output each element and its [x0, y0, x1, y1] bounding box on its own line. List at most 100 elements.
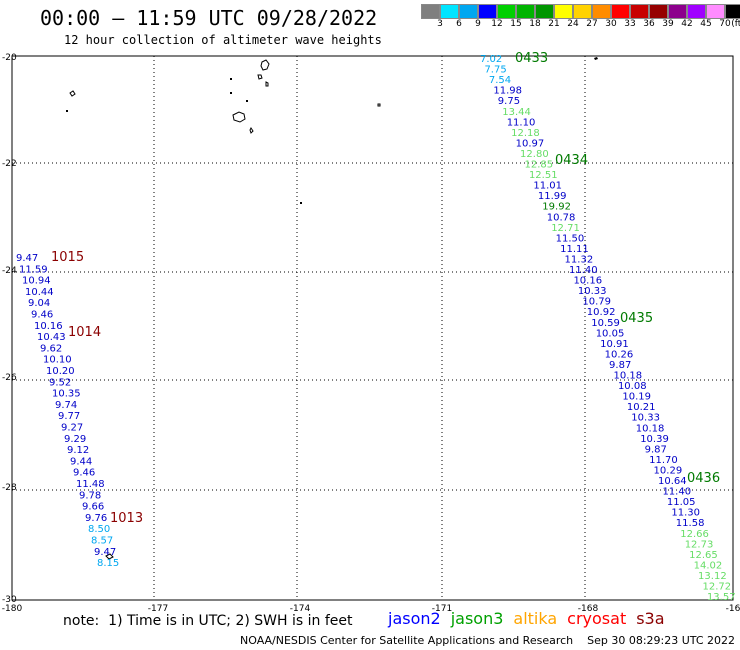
- track-value: 9.52: [49, 377, 71, 388]
- track-value: 7.54: [489, 75, 511, 86]
- track-value: 12.66: [680, 529, 709, 540]
- latitude-label: -22: [2, 159, 17, 169]
- legend-label: 21: [548, 19, 560, 29]
- track-value: 13.44: [502, 107, 531, 118]
- island-shape: [594, 57, 598, 60]
- legend-swatch: [592, 4, 611, 19]
- track-time-label: 0436: [687, 471, 720, 486]
- longitude-label: -168: [578, 604, 599, 614]
- satellite-name: s3a: [636, 609, 665, 628]
- track-value: 10.21: [627, 402, 656, 413]
- track-value: 10.97: [516, 138, 545, 149]
- track-west: 9.4711.5910.9410.449.049.4610.1610.439.6…: [16, 250, 143, 569]
- track-value: 10.35: [52, 389, 81, 400]
- legend-swatch: [478, 4, 497, 19]
- track-value: 9.76: [85, 513, 107, 524]
- legend-swatch: [421, 4, 440, 19]
- latitude-label: -24: [2, 266, 17, 276]
- track-value: 19.92: [542, 202, 571, 213]
- track-value: 11.50: [556, 233, 585, 244]
- longitude-label: -177: [148, 604, 168, 614]
- track-value: 11.40: [569, 265, 598, 276]
- track-value: 10.08: [618, 381, 647, 392]
- track-value: 11.11: [560, 244, 589, 255]
- track-value: 10.16: [573, 276, 602, 287]
- map-title: 00:00 – 11:59 UTC 09/28/2022: [40, 6, 378, 30]
- track-value: 13.12: [698, 571, 727, 582]
- track-value: 10.43: [37, 332, 66, 343]
- island-shape: [260, 59, 270, 71]
- track-value: 11.98: [493, 86, 522, 97]
- island-shape: [377, 103, 381, 107]
- track-value: 9.74: [55, 400, 77, 411]
- legend-swatch: [611, 4, 630, 19]
- track-time-label: 1013: [110, 511, 143, 526]
- legend-swatch: [554, 4, 573, 19]
- track-value: 10.78: [547, 212, 576, 223]
- legend-swatch: [706, 4, 725, 19]
- satellite-name: altika: [513, 609, 558, 628]
- legend-label: 18: [529, 19, 541, 29]
- legend-label: (ft): [731, 19, 740, 29]
- track-value: 10.59: [591, 318, 620, 329]
- track-value: 7.02: [480, 54, 502, 65]
- track-value: 7.75: [484, 65, 506, 76]
- track-value: 10.33: [578, 286, 607, 297]
- satellite-name: jason3: [450, 609, 504, 628]
- track-east: 7.027.757.5411.989.7513.4411.1012.1810.9…: [480, 51, 736, 603]
- legend-label: 33: [624, 19, 636, 29]
- track-value: 10.26: [605, 349, 634, 360]
- track-value: 9.46: [31, 310, 53, 321]
- track-value: 9.47: [16, 253, 38, 264]
- legend-label: 6: [456, 19, 462, 29]
- track-value: 9.87: [645, 444, 667, 455]
- map-subtitle: 12 hour collection of altimeter wave hei…: [64, 33, 382, 47]
- track-value: 9.47: [94, 547, 116, 558]
- legend-swatches: [421, 4, 740, 19]
- track-value: 9.46: [73, 468, 95, 479]
- track-value: 12.73: [685, 539, 714, 550]
- legend-swatch: [516, 4, 535, 19]
- legend-swatch: [687, 4, 706, 19]
- track-value: 11.32: [565, 254, 594, 265]
- island-shape: [105, 553, 114, 560]
- longitude-label: -174: [290, 604, 311, 614]
- track-value: 11.59: [19, 264, 48, 275]
- satellite-name: cryosat: [567, 609, 627, 628]
- track-value: 8.57: [91, 536, 113, 547]
- legend-label: 42: [681, 19, 693, 29]
- island-shape: [265, 81, 269, 87]
- track-value: 10.10: [43, 355, 72, 366]
- map-frame: [11, 55, 734, 601]
- latitude-labels: -20 -22 -24 -26 -28 -30: [2, 53, 17, 605]
- track-value: 10.39: [640, 434, 669, 445]
- island-shape: [232, 111, 246, 123]
- track-value: 12.71: [551, 223, 580, 234]
- legend-swatch: [725, 4, 740, 19]
- latitude-label: -30: [2, 595, 17, 605]
- track-value: 9.66: [82, 502, 104, 513]
- legend-label: 12: [491, 19, 503, 29]
- island-outlines: [66, 57, 598, 560]
- legend-swatch: [440, 4, 459, 19]
- track-value: 8.15: [97, 558, 119, 569]
- track-value: 10.16: [34, 321, 63, 332]
- track-value: 10.20: [46, 366, 75, 377]
- track-value: 9.27: [61, 423, 83, 434]
- satellite-name: jason2: [388, 609, 441, 628]
- track-value: 10.18: [636, 423, 665, 434]
- latitude-label: -28: [2, 483, 17, 493]
- legend-swatch: [459, 4, 478, 19]
- track-value: 11.01: [533, 181, 562, 192]
- track-value: 11.70: [649, 455, 678, 466]
- island-shape: [249, 127, 254, 134]
- legend-swatch: [497, 4, 516, 19]
- island-shape: [300, 202, 302, 204]
- grid-lines: [12, 56, 733, 600]
- track-value: 10.64: [658, 476, 687, 487]
- legend-swatch: [668, 4, 687, 19]
- legend-label: 27: [586, 19, 598, 29]
- track-time-label: 1015: [51, 250, 84, 265]
